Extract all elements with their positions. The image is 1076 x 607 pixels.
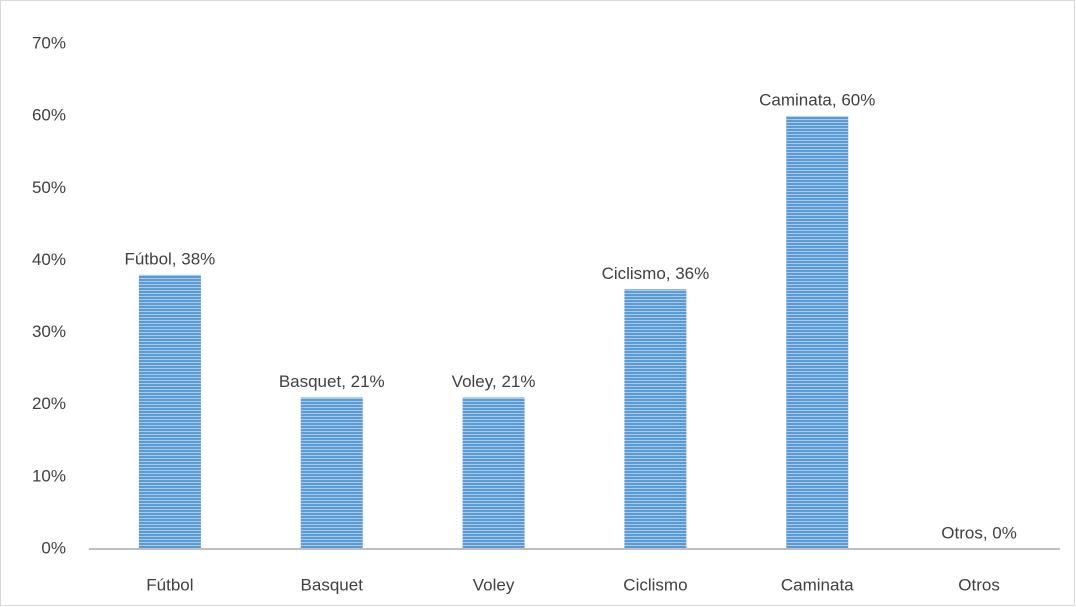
x-tick-label: Voley (473, 575, 515, 594)
y-tick-label: 70% (32, 33, 66, 52)
y-tick-label: 10% (32, 466, 66, 485)
data-label: Basquet, 21% (279, 372, 385, 391)
data-label: Voley, 21% (452, 372, 536, 391)
x-tick-label: Caminata (781, 575, 854, 594)
x-tick-label: Basquet (301, 575, 364, 594)
y-tick-label: 20% (32, 394, 66, 413)
y-tick-label: 50% (32, 178, 66, 197)
x-tick-label: Fútbol (146, 575, 193, 594)
data-label: Ciclismo, 36% (602, 264, 710, 283)
data-label: Caminata, 60% (759, 91, 875, 110)
bar (300, 397, 363, 549)
x-tick-label: Otros (958, 575, 1000, 594)
y-tick-label: 40% (32, 250, 66, 269)
bar (462, 397, 525, 549)
bar (786, 116, 849, 550)
bar (138, 274, 201, 549)
y-tick-label: 60% (32, 106, 66, 125)
y-tick-label: 30% (32, 322, 66, 341)
data-label: Fútbol, 38% (125, 249, 216, 268)
y-tick-label: 0% (41, 538, 66, 557)
bar (624, 289, 687, 549)
x-tick-label: Ciclismo (623, 575, 687, 594)
data-label: Otros, 0% (941, 523, 1017, 542)
